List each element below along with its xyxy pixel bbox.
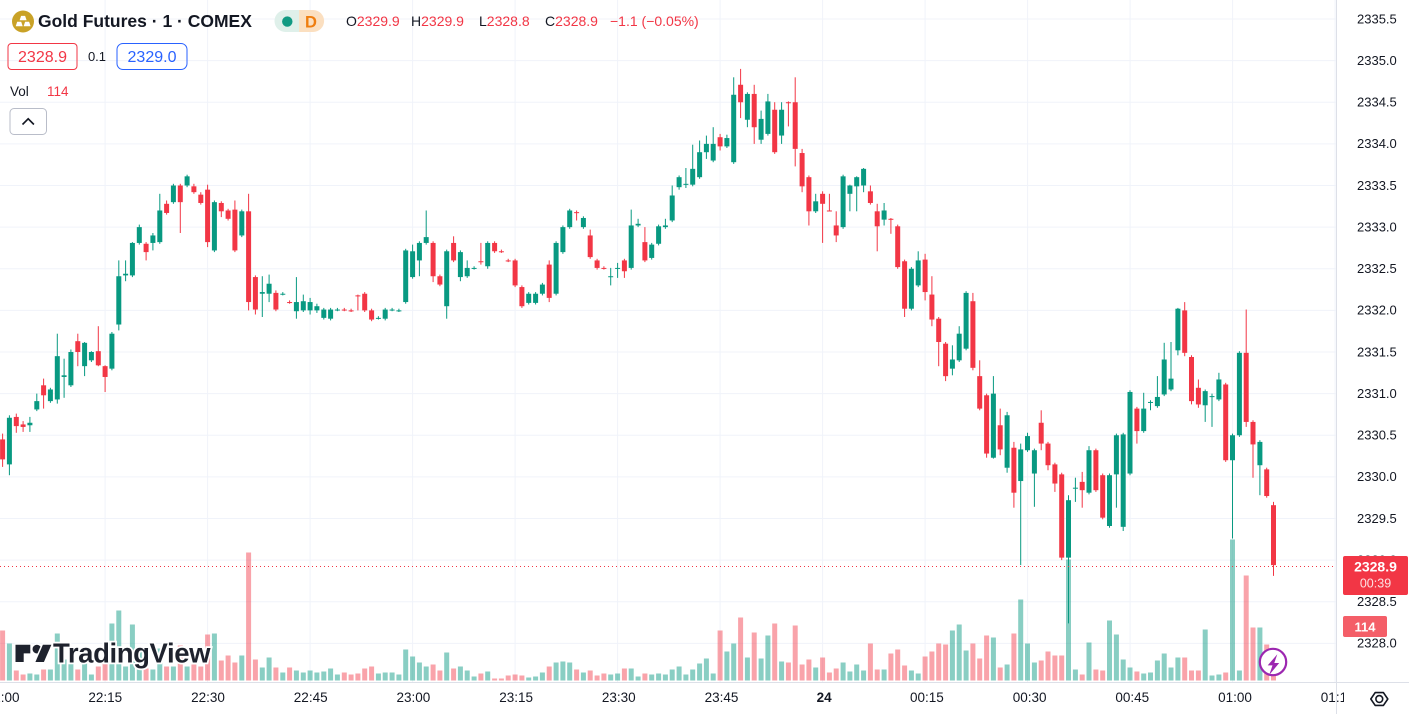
svg-text:TradingView: TradingView xyxy=(53,638,211,669)
svg-text:114: 114 xyxy=(47,84,69,99)
svg-text:00:39: 00:39 xyxy=(1360,577,1391,591)
svg-text:2329.0: 2329.0 xyxy=(128,49,177,66)
svg-text:23:00: 23:00 xyxy=(397,690,431,705)
svg-text:2335.5: 2335.5 xyxy=(1357,11,1397,26)
svg-text:2328.9: 2328.9 xyxy=(18,49,67,66)
svg-text:0.1: 0.1 xyxy=(88,49,106,64)
svg-text:2332.0: 2332.0 xyxy=(1357,303,1397,318)
svg-text:2328.9: 2328.9 xyxy=(1354,559,1397,575)
svg-text:2331.5: 2331.5 xyxy=(1357,344,1397,359)
svg-text:2330.5: 2330.5 xyxy=(1357,428,1397,443)
svg-text:2331.0: 2331.0 xyxy=(1357,386,1397,401)
svg-text:2329.5: 2329.5 xyxy=(1357,511,1397,526)
svg-text:23:30: 23:30 xyxy=(602,690,636,705)
svg-text:114: 114 xyxy=(1355,620,1377,635)
svg-text:2332.5: 2332.5 xyxy=(1357,261,1397,276)
svg-text:22:00: 22:00 xyxy=(0,690,19,705)
svg-text:23:15: 23:15 xyxy=(499,690,533,705)
svg-text:00:45: 00:45 xyxy=(1115,690,1149,705)
svg-text:2328.5: 2328.5 xyxy=(1357,594,1397,609)
svg-text:22:15: 22:15 xyxy=(88,690,122,705)
svg-text:2328.0: 2328.0 xyxy=(1357,636,1397,651)
svg-text:2330.0: 2330.0 xyxy=(1357,469,1397,484)
svg-text:23:45: 23:45 xyxy=(705,690,739,705)
svg-text:2333.5: 2333.5 xyxy=(1357,178,1397,193)
svg-text:00:30: 00:30 xyxy=(1013,690,1047,705)
svg-text:22:30: 22:30 xyxy=(191,690,225,705)
svg-text:2334.5: 2334.5 xyxy=(1357,95,1397,110)
svg-text:2334.0: 2334.0 xyxy=(1357,136,1397,151)
svg-text:00:15: 00:15 xyxy=(910,690,944,705)
svg-text:22:45: 22:45 xyxy=(294,690,328,705)
svg-text:D: D xyxy=(305,13,317,31)
svg-text:01:15: 01:15 xyxy=(1321,690,1355,705)
svg-text:2335.0: 2335.0 xyxy=(1357,53,1397,68)
svg-text:Vol: Vol xyxy=(10,84,29,99)
svg-text:01:00: 01:00 xyxy=(1218,690,1252,705)
svg-text:Gold Futures · 1 · COMEX: Gold Futures · 1 · COMEX xyxy=(38,11,252,31)
svg-text:2333.0: 2333.0 xyxy=(1357,219,1397,234)
svg-text:24: 24 xyxy=(817,690,833,705)
